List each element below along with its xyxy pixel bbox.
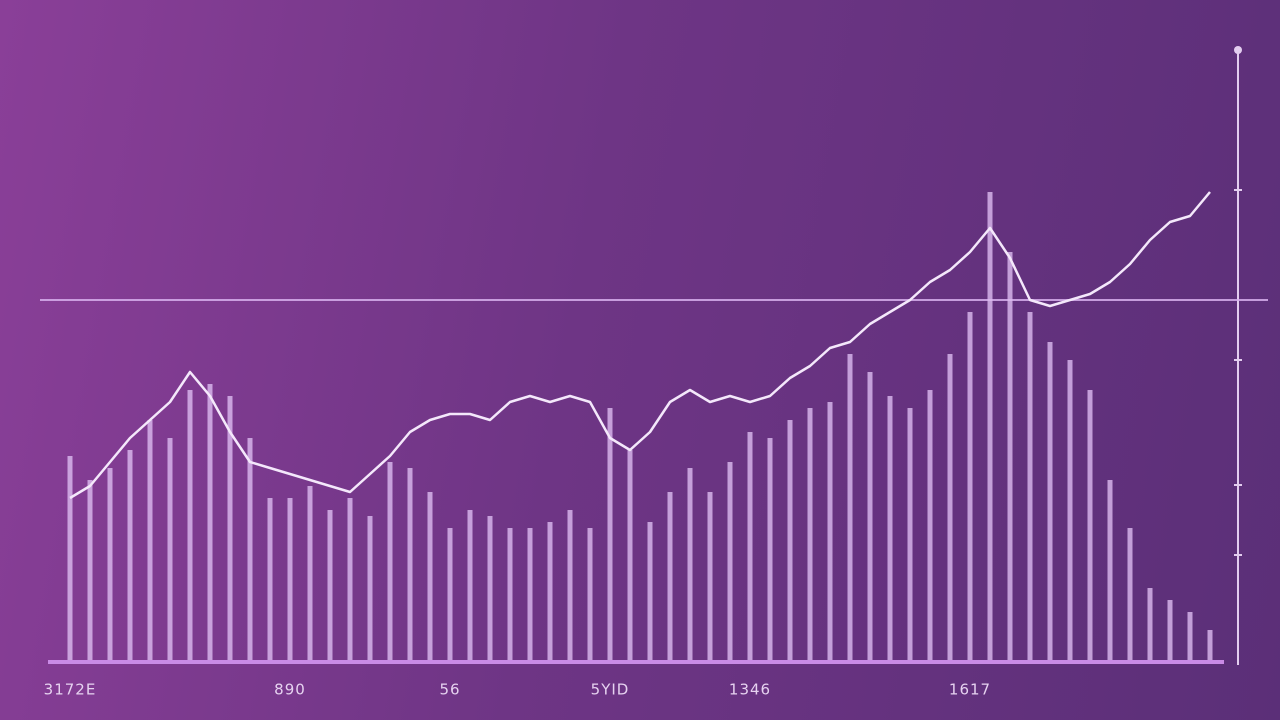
bar bbox=[687, 468, 693, 660]
bar bbox=[627, 450, 633, 660]
bar bbox=[607, 408, 613, 660]
bar bbox=[227, 396, 233, 660]
bar bbox=[727, 462, 733, 660]
bar bbox=[1127, 528, 1133, 660]
bar bbox=[647, 522, 653, 660]
bar bbox=[347, 498, 353, 660]
bar bbox=[407, 468, 413, 660]
bar bbox=[1087, 390, 1093, 660]
bar bbox=[287, 498, 293, 660]
x-tick-label: 5YID bbox=[591, 681, 630, 699]
line-series bbox=[69, 191, 1211, 500]
bar bbox=[567, 510, 573, 660]
bar bbox=[1007, 252, 1013, 660]
bar bbox=[827, 402, 833, 660]
bar bbox=[527, 528, 533, 660]
bar bbox=[927, 390, 933, 660]
bar bbox=[307, 486, 313, 660]
bar bbox=[67, 456, 73, 660]
bar bbox=[127, 450, 133, 660]
bar bbox=[467, 510, 473, 660]
bar bbox=[667, 492, 673, 660]
bar bbox=[87, 480, 93, 660]
bar bbox=[487, 516, 493, 660]
x-tick-label: 56 bbox=[439, 681, 460, 699]
x-tick-label: 890 bbox=[274, 681, 306, 699]
bar bbox=[787, 420, 793, 660]
bar bbox=[1067, 360, 1073, 660]
bar bbox=[167, 438, 173, 660]
bar bbox=[507, 528, 513, 660]
bar bbox=[767, 438, 773, 660]
bar bbox=[267, 498, 273, 660]
bar bbox=[327, 510, 333, 660]
bar bbox=[447, 528, 453, 660]
bar bbox=[187, 390, 193, 660]
right-axis-ticks bbox=[1234, 189, 1242, 556]
bar bbox=[887, 396, 893, 660]
x-tick-label: 1346 bbox=[729, 681, 771, 699]
bar bbox=[1107, 480, 1113, 660]
bar bbox=[1147, 588, 1153, 660]
bar bbox=[1167, 600, 1173, 660]
bar bbox=[747, 432, 753, 660]
bar bbox=[907, 408, 913, 660]
bar bbox=[1207, 630, 1213, 660]
bar bbox=[1047, 342, 1053, 660]
bar bbox=[247, 438, 253, 660]
bar bbox=[147, 420, 153, 660]
bar bbox=[587, 528, 593, 660]
bar bbox=[547, 522, 553, 660]
bar bbox=[847, 354, 853, 660]
bar bbox=[387, 462, 393, 660]
bar bbox=[1027, 312, 1033, 660]
bar bbox=[367, 516, 373, 660]
bar bbox=[967, 312, 973, 660]
x-tick-label: 3172E bbox=[44, 681, 97, 699]
bar bbox=[707, 492, 713, 660]
bar bbox=[107, 468, 113, 660]
axis-cap bbox=[1234, 46, 1242, 54]
bar bbox=[1187, 612, 1193, 660]
x-tick-label: 1617 bbox=[949, 681, 991, 699]
bar bbox=[947, 354, 953, 660]
bar bbox=[807, 408, 813, 660]
bar bbox=[207, 384, 213, 660]
bar bbox=[427, 492, 433, 660]
bar bbox=[987, 192, 993, 660]
bar bbox=[867, 372, 873, 660]
